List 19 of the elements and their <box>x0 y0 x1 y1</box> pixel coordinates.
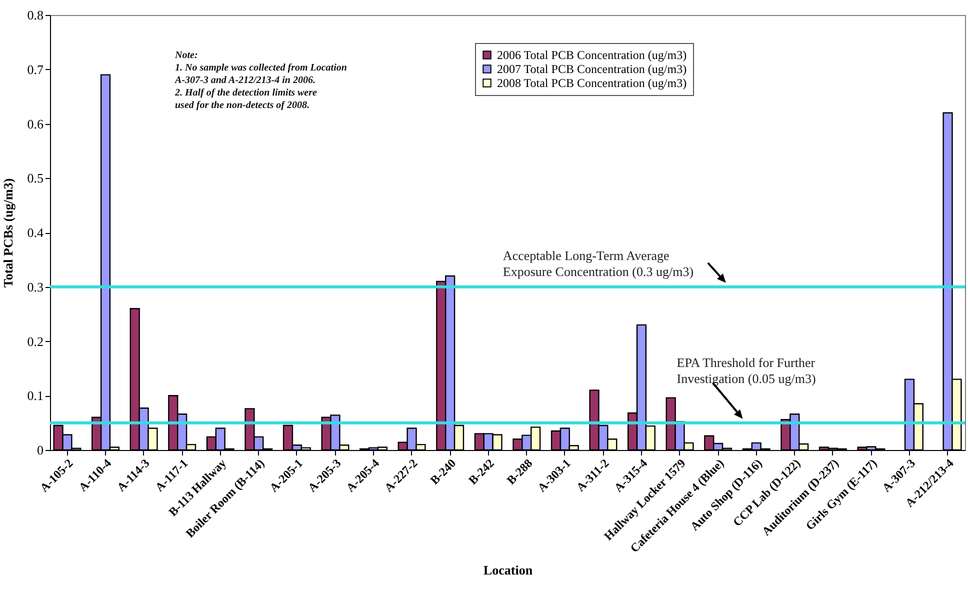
y-tick-label: 0 <box>37 442 44 458</box>
legend-label: 2007 Total PCB Concentration (ug/m3) <box>497 62 687 76</box>
legend-label: 2006 Total PCB Concentration (ug/m3) <box>497 48 687 62</box>
legend-label: 2008 Total PCB Concentration (ug/m3) <box>497 76 687 90</box>
y-tick-label: 0.3 <box>27 279 44 294</box>
ref-line-label: Acceptable Long-Term Average Exposure Concentration (0.3 ug/m3) <box>502 248 694 279</box>
y-tick-label: 0.2 <box>27 334 44 349</box>
ref-line-label: EPA Threshold for Further Investigation (0.05 ug/m3) <box>676 354 816 386</box>
annotation: Note: <box>174 50 198 61</box>
y-tick-label: 0.6 <box>27 116 44 132</box>
annotation: 2. Half of the detection limits were used for the non-detects of 2008. <box>174 88 318 111</box>
y-tick-label: 0.5 <box>27 170 44 186</box>
x-axis-title: Location <box>483 562 534 578</box>
annotation: 1. No sample was collected from Location A-307-3 and A-212/213-4 in 2006. <box>174 62 348 86</box>
y-tick-label: 0.7 <box>27 62 44 77</box>
y-tick-label: 0.1 <box>27 388 44 404</box>
y-axis-title: Total PCBs (ug/m3) <box>0 178 16 288</box>
y-tick-label: 0.8 <box>27 8 44 22</box>
y-tick-label: 0.4 <box>27 225 44 240</box>
